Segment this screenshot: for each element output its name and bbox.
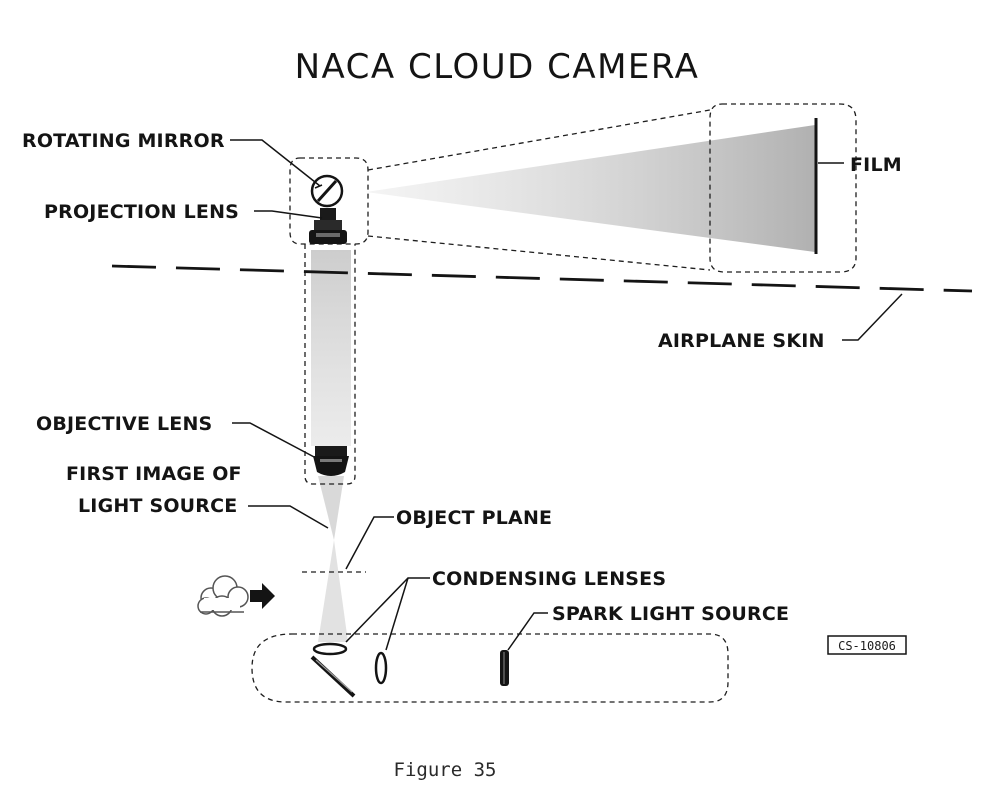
tube-top-edge (367, 109, 711, 171)
mirror-face (316, 179, 338, 203)
converging-beam (318, 476, 344, 540)
label-airplane-skin: AIRPLANE SKIN (658, 330, 825, 352)
diagram-title: NACA CLOUD CAMERA (295, 47, 700, 87)
diagonal-mirror (310, 655, 356, 698)
light-source-housing (251, 633, 729, 703)
cloud-icon (197, 575, 249, 617)
leader-lines (230, 139, 903, 651)
objective-lens (313, 446, 349, 476)
figure-caption: Figure 35 (394, 759, 497, 781)
code-stamp-box (827, 635, 907, 655)
condensing-lens-2 (374, 651, 388, 685)
label-film: FILM (850, 154, 902, 176)
vertical-light-beam (311, 250, 351, 446)
label-object-plane: OBJECT PLANE (396, 507, 552, 529)
label-objective-lens: OBJECTIVE LENS (36, 413, 212, 435)
label-condensing-lenses: CONDENSING LENSES (432, 568, 666, 590)
diverging-beam (318, 540, 348, 642)
label-projection-lens: PROJECTION LENS (44, 201, 239, 223)
tube-bottom-edge (367, 235, 711, 271)
airplane-skin (111, 264, 973, 293)
code-stamp: CS-10806 (838, 639, 896, 653)
vertical-tube (304, 244, 356, 485)
label-spark-light-source: SPARK LIGHT SOURCE (552, 603, 789, 625)
mirror-housing (289, 157, 369, 245)
film-housing (709, 103, 857, 273)
label-first-image-line2: LIGHT SOURCE (78, 495, 237, 517)
airflow-arrow-icon (250, 583, 275, 609)
label-first-image-line1: FIRST IMAGE OF (66, 463, 242, 485)
condensing-lens-1 (312, 642, 348, 656)
projection-lens (309, 208, 347, 244)
label-rotating-mirror: ROTATING MIRROR (22, 130, 225, 152)
horizontal-light-beam (366, 125, 815, 252)
